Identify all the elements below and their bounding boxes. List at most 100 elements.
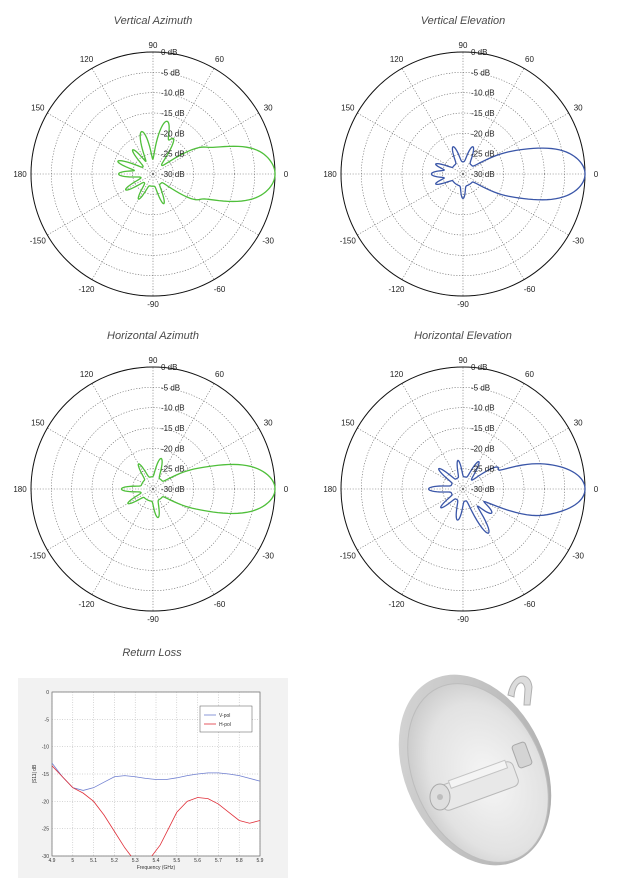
angle-label: -150	[340, 237, 357, 246]
x-tick-label: 5.6	[194, 858, 201, 864]
grid-spoke	[462, 173, 569, 236]
grid-spoke	[152, 112, 259, 175]
angle-label: -90	[147, 300, 159, 309]
grid-ring	[112, 448, 194, 530]
grid-spoke	[357, 173, 464, 236]
db-ring-label: -25 dB	[161, 150, 185, 159]
grid-spoke	[91, 68, 154, 175]
angle-label: 120	[80, 55, 94, 64]
angle-label: -30	[572, 237, 584, 246]
angle-label: 90	[149, 41, 158, 50]
antenna-dish-image	[398, 674, 552, 866]
grid-spoke	[401, 68, 464, 175]
chart-title: Vertical Azimuth	[114, 15, 193, 27]
angle-label: -30	[572, 552, 584, 561]
db-ring-label: 0 dB	[161, 363, 177, 372]
angle-label: 60	[215, 55, 224, 64]
db-ring-label: 0 dB	[161, 48, 177, 57]
angle-label: -60	[524, 600, 536, 609]
db-ring-label: -10 dB	[471, 89, 495, 98]
angle-label: -150	[30, 552, 47, 561]
angle-label: 150	[31, 419, 45, 428]
grid-spoke	[152, 488, 215, 595]
x-tick-label: 5.2	[111, 858, 118, 864]
db-ring-label: 0 dB	[471, 48, 487, 57]
db-ring-label: -30 dB	[471, 485, 495, 494]
radiation-pattern-curve	[120, 457, 276, 519]
grid-spoke	[91, 173, 154, 280]
grid-spoke	[47, 488, 154, 551]
y-tick-label: -20	[42, 799, 49, 805]
x-tick-label: 5.4	[153, 858, 160, 864]
angle-label: -90	[147, 615, 159, 624]
db-ring-label: -15 dB	[471, 424, 495, 433]
db-ring-label: -10 dB	[471, 404, 495, 413]
grid-spoke	[462, 68, 525, 175]
db-ring-label: -5 dB	[471, 68, 490, 77]
angle-label: 90	[459, 356, 468, 365]
angle-label: 180	[323, 170, 337, 179]
x-tick-label: 5.1	[90, 858, 97, 864]
grid-spoke	[401, 488, 464, 595]
grid-spoke	[152, 427, 259, 490]
legend-box	[199, 705, 253, 733]
x-tick-label: 5.5	[173, 858, 180, 864]
series-line-v-pol	[52, 762, 260, 791]
x-tick-label: 5.8	[236, 858, 243, 864]
grid-spoke	[462, 427, 569, 490]
grid-spoke	[47, 112, 154, 175]
angle-label: -60	[524, 285, 536, 294]
angle-label: 0	[594, 170, 599, 179]
chart-title: Return Loss	[122, 647, 182, 659]
db-ring-label: -25 dB	[471, 150, 495, 159]
chart-title: Horizontal Azimuth	[107, 330, 199, 342]
angle-label: -30	[262, 237, 274, 246]
db-ring-label: -10 dB	[161, 89, 185, 98]
return-loss-chart: Return Loss 4.9 5 5.1 5.2 5.3 5.4 5.5 5.6 5.7 5.8 5…	[18, 647, 288, 878]
grid-spoke	[152, 173, 259, 236]
grid-spoke	[152, 173, 215, 280]
vertical-elevation-chart: Vertical Elevation 0 30 60 90 120 150 180 -150 -1…	[323, 15, 599, 309]
x-tick-label: 5.9	[257, 858, 264, 864]
angle-label: -60	[214, 285, 226, 294]
grid-ring	[422, 448, 504, 530]
grid-spoke	[152, 488, 259, 551]
db-ring-label: 0 dB	[471, 363, 487, 372]
db-ring-label: -15 dB	[161, 109, 185, 118]
chart-title: Vertical Elevation	[421, 15, 506, 27]
angle-label: 30	[574, 104, 583, 113]
grid-spoke	[401, 383, 464, 490]
db-ring-label: -20 dB	[471, 129, 495, 138]
angle-label: 180	[323, 485, 337, 494]
angle-label: 120	[390, 370, 404, 379]
radiation-pattern-curve	[427, 459, 586, 534]
angle-label: 120	[390, 55, 404, 64]
grid-spoke	[152, 383, 215, 490]
angle-label: -120	[78, 285, 95, 294]
chart-title: Horizontal Elevation	[414, 330, 512, 342]
angle-label: -60	[214, 600, 226, 609]
angle-label: 60	[215, 370, 224, 379]
angle-label: 90	[149, 356, 158, 365]
grid-spoke	[357, 488, 464, 551]
angle-label: -90	[457, 615, 469, 624]
db-ring-label: -25 dB	[161, 465, 185, 474]
angle-label: 60	[525, 370, 534, 379]
db-ring-label: -15 dB	[161, 424, 185, 433]
x-tick-label: 4.9	[49, 858, 56, 864]
radiation-pattern-curve	[117, 120, 276, 205]
db-ring-label: -15 dB	[471, 109, 495, 118]
grid-spoke	[462, 488, 569, 551]
db-ring-label: -30 dB	[161, 485, 185, 494]
grid-ring	[401, 112, 525, 236]
angle-label: -120	[78, 600, 95, 609]
angle-label: 120	[80, 370, 94, 379]
series-line-h-pol	[52, 765, 260, 856]
db-ring-label: -20 dB	[161, 444, 185, 453]
angle-label: -150	[340, 552, 357, 561]
grid-spoke	[357, 112, 464, 175]
horizontal-azimuth-chart: Horizontal Azimuth 0 30 60 90 120 150 180 -150 -1…	[13, 330, 288, 624]
db-ring-label: -20 dB	[161, 129, 185, 138]
angle-label: 150	[341, 104, 355, 113]
y-tick-label: -5	[45, 717, 50, 723]
